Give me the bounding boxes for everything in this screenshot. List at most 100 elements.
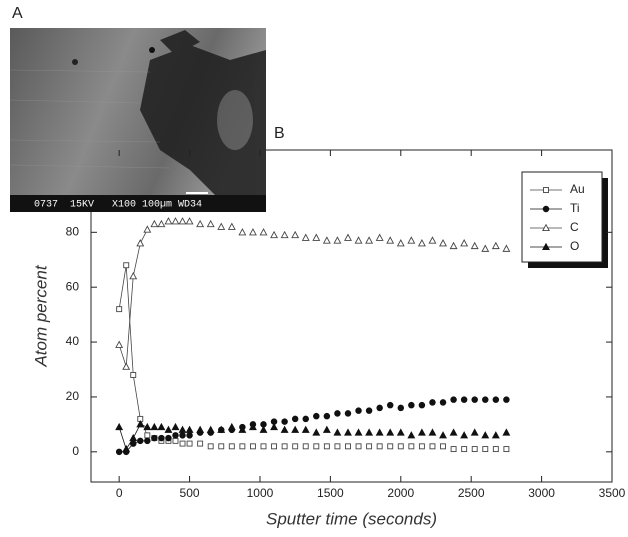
marker: [502, 244, 511, 252]
marker: [387, 443, 394, 450]
marker: [450, 396, 457, 403]
marker: [185, 217, 194, 225]
marker: [470, 428, 479, 436]
marker: [248, 422, 257, 431]
marker: [259, 425, 268, 433]
image-caption: 0737 15KV X100 100µm WD34: [34, 200, 202, 211]
marker: [172, 437, 179, 444]
marker: [115, 422, 124, 431]
legend-marker: [542, 205, 550, 213]
marker: [178, 217, 187, 225]
marker: [302, 443, 309, 450]
marker: [440, 443, 446, 450]
marker: [123, 262, 130, 269]
marker: [158, 434, 165, 442]
marker: [157, 422, 166, 431]
marker: [151, 434, 158, 442]
legend-label: Ti: [570, 201, 580, 215]
marker: [281, 443, 288, 450]
marker: [354, 428, 363, 436]
x-tick-label: 500: [180, 486, 200, 500]
marker: [503, 446, 510, 453]
marker: [143, 225, 152, 233]
marker: [280, 230, 289, 239]
marker: [143, 422, 152, 431]
marker: [418, 401, 426, 409]
y-axis-title: Atom percent: [31, 264, 50, 367]
marker: [291, 425, 300, 433]
marker: [280, 425, 289, 433]
marker: [260, 443, 267, 450]
marker: [130, 372, 137, 378]
marker: [312, 233, 321, 241]
x-tick-label: 1500: [317, 486, 344, 500]
y-tick-label: 80: [66, 224, 80, 238]
x-tick-label: 1000: [247, 486, 274, 500]
marker: [396, 239, 405, 247]
marker: [365, 428, 374, 436]
marker: [129, 433, 138, 442]
marker: [322, 236, 331, 244]
marker: [439, 431, 447, 439]
marker: [354, 236, 363, 244]
panel-label: B: [274, 125, 285, 142]
marker: [291, 230, 300, 239]
marker: [345, 443, 351, 450]
marker: [217, 425, 226, 433]
marker: [322, 425, 331, 433]
marker: [196, 425, 205, 433]
marker: [144, 432, 151, 439]
legend-label: C: [570, 220, 579, 234]
marker: [179, 440, 186, 447]
marker: [333, 428, 342, 436]
marker: [460, 239, 469, 247]
legend-label: O: [570, 239, 579, 253]
marker: [417, 239, 426, 247]
marker: [482, 396, 489, 403]
marker: [271, 443, 278, 450]
marker: [428, 236, 437, 244]
marker: [502, 428, 511, 436]
marker: [460, 431, 469, 439]
marker: [344, 428, 352, 436]
marker: [417, 428, 426, 436]
x-tick-label: 3500: [599, 486, 626, 500]
x-tick-label: 2000: [387, 486, 414, 500]
marker: [136, 420, 145, 428]
connector: [132, 243, 141, 277]
marker: [302, 415, 309, 423]
marker: [171, 422, 180, 431]
marker: [407, 431, 416, 439]
marker: [397, 443, 404, 450]
marker: [116, 306, 123, 313]
marker: [418, 443, 425, 450]
x-tick-label: 3000: [528, 486, 555, 500]
marker: [471, 396, 478, 403]
y-tick-label: 0: [72, 444, 79, 458]
marker: [334, 410, 341, 417]
marker: [365, 236, 374, 244]
legend-marker: [542, 242, 550, 251]
marker: [450, 446, 457, 453]
marker: [396, 428, 405, 436]
x-tick-label: 0: [116, 486, 123, 500]
marker: [206, 219, 215, 228]
marker: [481, 431, 490, 439]
marker: [164, 425, 173, 433]
marker: [375, 233, 384, 241]
marker: [144, 437, 151, 445]
marker: [492, 446, 499, 453]
marker: [291, 415, 299, 423]
plot-frame: [90, 149, 613, 483]
marker: [206, 425, 215, 433]
marker: [157, 219, 166, 228]
y-tick-label: 20: [66, 389, 80, 403]
y-tick-label: 40: [66, 334, 80, 348]
marker: [312, 428, 321, 436]
marker: [471, 446, 478, 453]
marker: [301, 233, 310, 241]
marker: [150, 219, 159, 228]
marker: [334, 443, 341, 450]
marker: [449, 241, 458, 250]
